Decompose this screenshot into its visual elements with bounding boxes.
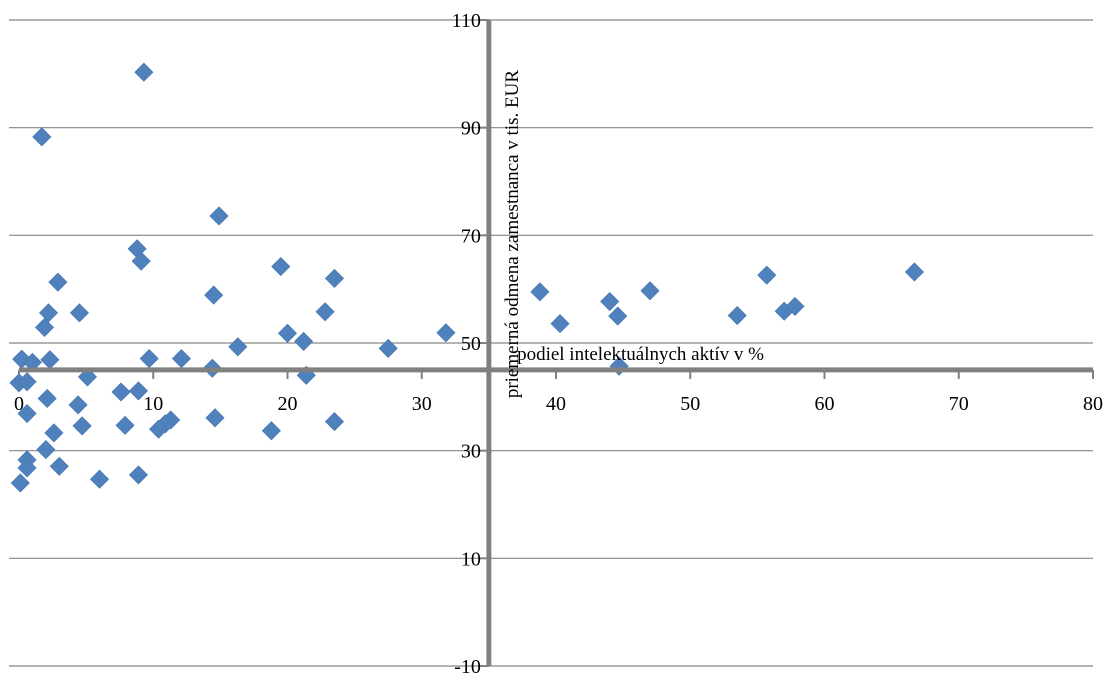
y-tick-label: 50 (461, 333, 481, 355)
data-point (89, 469, 110, 489)
data-point (68, 395, 88, 415)
data-point (727, 305, 747, 326)
data-point (209, 206, 229, 226)
data-point (48, 272, 68, 292)
data-point (17, 458, 37, 478)
y-tick-label: -10 (454, 656, 481, 675)
data-point (228, 337, 248, 357)
x-tick-label: 0 (14, 393, 24, 415)
data-point (436, 323, 456, 343)
data-point (44, 423, 64, 443)
data-point (315, 302, 335, 322)
data-point (600, 291, 620, 312)
data-point (32, 127, 52, 147)
data-point (128, 465, 149, 485)
data-point (131, 251, 151, 271)
data-point (204, 285, 224, 305)
x-tick-label: 50 (680, 393, 700, 415)
data-point (139, 349, 159, 369)
data-point (111, 382, 131, 402)
y-tick-label: 90 (461, 118, 481, 140)
data-point (134, 62, 154, 82)
y-tick-label: 10 (461, 548, 481, 570)
y-tick-labels: -10 10 30 50 70 90 110 (452, 10, 481, 675)
data-point (271, 256, 291, 277)
data-point (550, 314, 570, 334)
data-point (69, 303, 89, 323)
data-point (757, 265, 777, 285)
y-tick-label: 30 (461, 441, 481, 463)
data-point (324, 268, 345, 288)
data-point (530, 282, 550, 302)
y-axis-title: priemerná odmena zamestnanca v tis. EUR (502, 70, 523, 398)
x-tick-label: 20 (278, 393, 298, 415)
data-point (378, 338, 398, 358)
data-point (17, 403, 37, 424)
data-point (608, 306, 628, 326)
x-tick-labels: 0 10 20 30 40 50 60 70 80 (14, 393, 1103, 415)
axes (19, 20, 1093, 666)
data-point (115, 415, 135, 435)
x-tick-label: 30 (412, 393, 432, 415)
data-point (37, 388, 57, 409)
y-tick-label: 70 (461, 225, 481, 247)
data-point (17, 372, 37, 392)
data-point (277, 323, 298, 343)
data-point (72, 416, 92, 436)
data-point (640, 281, 660, 301)
data-point (34, 317, 55, 337)
y-tick-label: 110 (452, 10, 481, 32)
data-point (171, 349, 192, 369)
x-axis-title: podiel intelektuálnych aktív v % (517, 344, 764, 365)
gridlines (9, 19, 1094, 667)
data-point (261, 421, 281, 441)
data-point (205, 408, 225, 428)
data-point (10, 473, 30, 493)
x-tick-label: 70 (949, 393, 969, 415)
data-point (785, 296, 805, 316)
data-point (149, 419, 169, 439)
data-points (9, 62, 925, 493)
data-point (38, 303, 59, 323)
data-point (324, 412, 345, 432)
x-tick-label: 80 (1083, 393, 1103, 415)
x-tick-label: 40 (546, 393, 566, 415)
data-point (904, 262, 925, 282)
x-tick-label: 10 (143, 393, 163, 415)
data-point (128, 381, 149, 401)
data-point (294, 331, 314, 351)
data-point (40, 350, 60, 370)
data-point (36, 440, 56, 460)
x-tick-label: 60 (815, 393, 835, 415)
data-point (49, 456, 69, 476)
